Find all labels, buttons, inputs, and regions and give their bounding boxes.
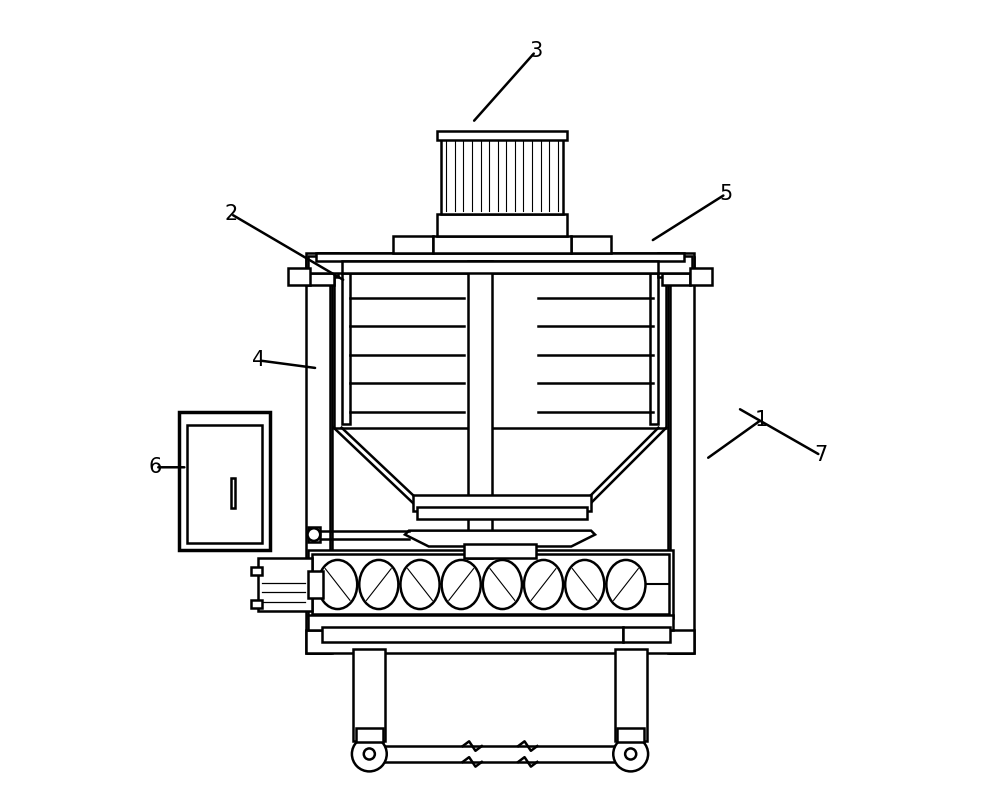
Bar (251, 600, 262, 608)
Bar (308, 256, 692, 273)
Bar (306, 630, 694, 653)
Bar (308, 571, 323, 598)
Bar (187, 425, 262, 543)
Bar (662, 273, 690, 285)
Bar (464, 544, 536, 558)
Circle shape (352, 737, 387, 771)
Bar (308, 550, 673, 618)
Bar (334, 265, 666, 428)
Bar (316, 253, 684, 261)
Circle shape (364, 748, 375, 760)
Bar (393, 236, 433, 253)
Bar (356, 728, 383, 742)
Bar (258, 558, 312, 611)
Ellipse shape (318, 560, 357, 609)
Text: 6: 6 (149, 457, 162, 478)
Bar (571, 236, 611, 253)
Bar (437, 214, 567, 236)
Text: 4: 4 (252, 350, 265, 371)
Bar (308, 265, 332, 653)
Bar (308, 615, 673, 630)
Bar (690, 268, 712, 285)
Bar (668, 265, 692, 653)
Bar (306, 253, 694, 269)
Circle shape (613, 737, 648, 771)
Bar (650, 269, 658, 424)
Bar (251, 567, 262, 575)
Ellipse shape (565, 560, 604, 609)
Bar (658, 253, 678, 277)
Bar (623, 627, 670, 642)
Bar (617, 728, 644, 742)
Ellipse shape (483, 560, 522, 609)
Bar (288, 268, 310, 285)
Bar (179, 412, 270, 550)
Ellipse shape (359, 560, 398, 609)
Bar (417, 507, 587, 519)
Bar (342, 261, 658, 273)
Ellipse shape (606, 560, 645, 609)
Ellipse shape (524, 560, 563, 609)
Bar (437, 131, 567, 140)
Text: 3: 3 (529, 41, 542, 62)
Ellipse shape (400, 560, 440, 609)
Text: 5: 5 (719, 184, 732, 204)
Circle shape (308, 528, 320, 541)
Bar (231, 478, 235, 508)
Bar (322, 627, 623, 642)
Bar (468, 261, 492, 558)
Ellipse shape (442, 560, 481, 609)
Text: 2: 2 (224, 204, 237, 224)
Text: 1: 1 (755, 409, 768, 430)
Bar (413, 495, 591, 511)
Bar (306, 257, 330, 653)
Bar (342, 269, 350, 424)
Bar (433, 236, 571, 253)
Text: 7: 7 (814, 445, 827, 466)
Bar (670, 257, 694, 653)
Bar (353, 649, 385, 741)
Polygon shape (405, 531, 595, 546)
Bar (318, 253, 338, 277)
Bar (306, 273, 334, 285)
Bar (441, 139, 563, 214)
Bar (312, 554, 669, 614)
Bar (615, 649, 647, 741)
Circle shape (625, 748, 636, 760)
Bar (308, 527, 320, 542)
